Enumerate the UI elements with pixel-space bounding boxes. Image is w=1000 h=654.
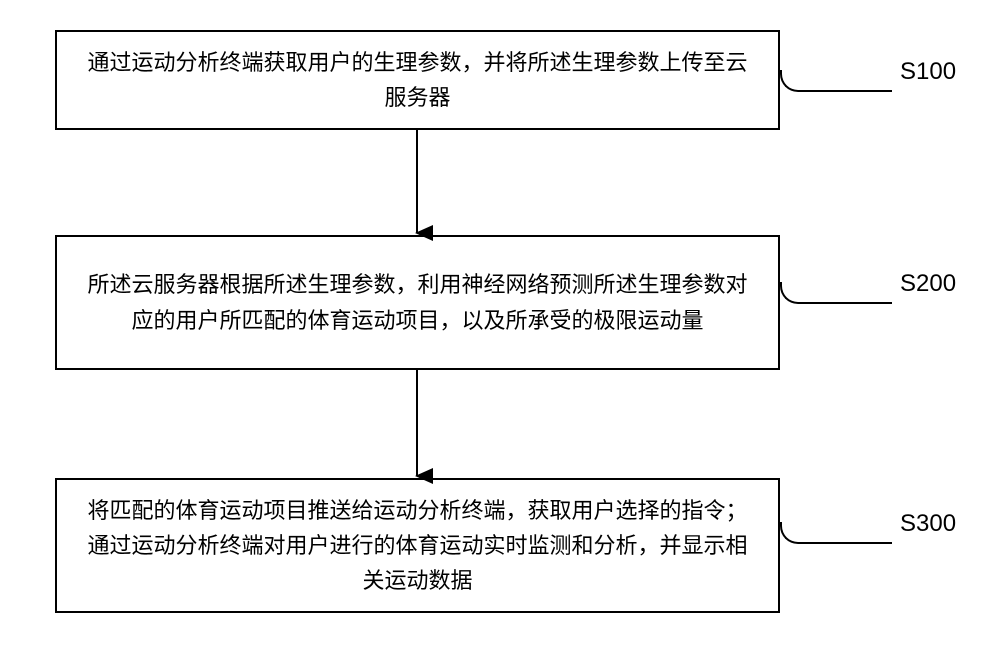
flowchart-node-s100: 通过运动分析终端获取用户的生理参数，并将所述生理参数上传至云服务器 bbox=[55, 30, 780, 130]
flowchart-label-s100: S100 bbox=[900, 58, 956, 86]
flowchart-node-s100-text: 通过运动分析终端获取用户的生理参数，并将所述生理参数上传至云服务器 bbox=[77, 45, 758, 115]
flowchart-label-s300: S300 bbox=[900, 510, 956, 538]
flowchart-node-s200-text: 所述云服务器根据所述生理参数，利用神经网络预测所述生理参数对应的用户所匹配的体育… bbox=[77, 267, 758, 337]
flowchart-node-s300: 将匹配的体育运动项目推送给运动分析终端，获取用户选择的指令；通过运动分析终端对用… bbox=[55, 478, 780, 613]
label-connector-s300 bbox=[780, 522, 892, 544]
flowchart-node-s200: 所述云服务器根据所述生理参数，利用神经网络预测所述生理参数对应的用户所匹配的体育… bbox=[55, 235, 780, 370]
flowchart-canvas: 通过运动分析终端获取用户的生理参数，并将所述生理参数上传至云服务器 S100 所… bbox=[0, 0, 1000, 654]
flowchart-label-s200: S200 bbox=[900, 270, 956, 298]
flowchart-node-s300-text: 将匹配的体育运动项目推送给运动分析终端，获取用户选择的指令；通过运动分析终端对用… bbox=[77, 493, 758, 599]
label-connector-s100 bbox=[780, 70, 892, 92]
label-connector-s200 bbox=[780, 282, 892, 304]
